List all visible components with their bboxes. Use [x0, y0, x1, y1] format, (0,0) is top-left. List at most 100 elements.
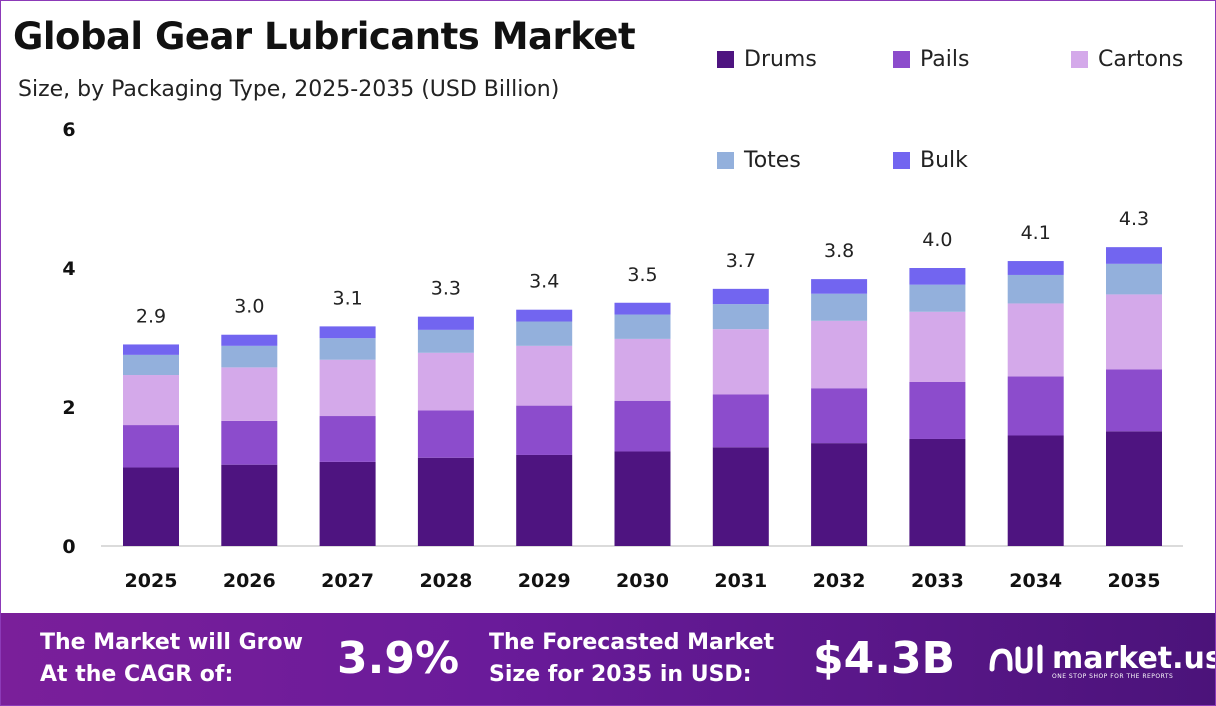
bar-segment-pails — [1106, 369, 1162, 432]
x-tick-label: 2032 — [813, 570, 866, 592]
market-us-logo-icon — [989, 644, 1043, 674]
legend-item-bulk: Bulk — [893, 145, 968, 175]
y-tick-label: 4 — [62, 258, 75, 280]
bar-segment-totes — [319, 338, 376, 360]
bar-segment-bulk — [811, 279, 868, 294]
bar-segment-bulk — [417, 316, 474, 330]
bar-segment-totes — [811, 293, 868, 321]
legend-swatch — [893, 151, 910, 169]
bar-segment-bulk — [516, 309, 573, 322]
bar-segment-drums — [221, 464, 278, 546]
bar-segment-drums — [516, 454, 573, 546]
bar-segment-totes — [221, 345, 278, 368]
bar-segment-totes — [417, 329, 474, 353]
x-tick-label: 2033 — [911, 570, 964, 592]
legend-label: Drums — [744, 46, 817, 72]
legend-swatch — [717, 151, 734, 169]
legend-label: Totes — [744, 147, 801, 173]
bar-segment-cartons — [811, 320, 868, 389]
bar-segment-drums — [123, 467, 179, 546]
legend-swatch — [893, 50, 910, 68]
bar-segment-cartons — [614, 338, 671, 401]
x-tick-label: 2028 — [419, 570, 472, 592]
bar-segment-cartons — [909, 311, 966, 382]
bar-segment-pails — [319, 416, 376, 462]
bar-segment-drums — [1007, 435, 1064, 546]
bar-segment-pails — [614, 400, 671, 452]
x-tick-label: 2025 — [125, 570, 178, 592]
x-tick-label: 2030 — [616, 570, 669, 592]
bar-segment-cartons — [123, 375, 179, 426]
bar-segment-drums — [1106, 431, 1162, 546]
bar-total-label: 3.7 — [726, 250, 756, 272]
bar-total-label: 4.0 — [922, 229, 952, 251]
chart-subtitle: Size, by Packaging Type, 2025-2035 (USD … — [18, 77, 560, 102]
bar-segment-bulk — [909, 268, 966, 285]
bar-total-label: 3.3 — [431, 278, 461, 300]
bar-segment-drums — [712, 447, 769, 546]
bar-total-label: 3.5 — [627, 264, 657, 286]
market-us-logo[interactable]: market.us ONE STOP SHOP FOR THE REPORTS — [988, 639, 1216, 680]
footer-banner: The Market will Grow At the CAGR of: 3.9… — [1, 613, 1216, 705]
bar-total-label: 3.8 — [824, 240, 854, 262]
legend-swatch — [1071, 50, 1088, 68]
logo-tagline: ONE STOP SHOP FOR THE REPORTS — [1052, 673, 1174, 680]
forecast-value: $4.3B — [813, 633, 956, 684]
bar-segment-bulk — [614, 302, 671, 315]
bar-segment-totes — [1007, 274, 1064, 304]
bar-segment-bulk — [1106, 247, 1162, 264]
x-tick-label: 2029 — [518, 570, 571, 592]
bar-total-label: 3.0 — [234, 296, 264, 318]
bar-total-label: 2.9 — [136, 305, 166, 327]
bar-segment-cartons — [516, 345, 573, 406]
bar-segment-totes — [712, 304, 769, 330]
legend-item-cartons: Cartons — [1071, 44, 1183, 74]
legend-item-drums: Drums — [717, 44, 817, 74]
bar-segment-cartons — [1007, 303, 1064, 377]
bar-segment-bulk — [712, 288, 769, 305]
y-tick-label: 2 — [62, 397, 75, 419]
x-tick-label: 2027 — [321, 570, 374, 592]
bar-segment-drums — [909, 438, 966, 546]
bar-segment-totes — [909, 284, 966, 312]
bar-segment-pails — [909, 381, 966, 439]
bar-chart: 0 2 4 6 2.9 2025 3.0 2026 3.1 2027 3.3 2028 3.4 2029 3… — [62, 119, 1183, 592]
legend-label: Cartons — [1098, 46, 1184, 72]
bar-segment-bulk — [1007, 261, 1064, 275]
bar-segment-drums — [319, 461, 376, 546]
bar-segment-totes — [123, 354, 179, 376]
legend-swatch — [717, 50, 734, 68]
bar-segment-totes — [516, 321, 573, 346]
bar-segment-pails — [123, 425, 179, 468]
bar-segment-bulk — [319, 326, 376, 339]
legend-item-pails: Pails — [893, 44, 969, 74]
bar-total-label: 3.1 — [332, 287, 362, 309]
cagr-label: The Market will Grow At the CAGR of: — [40, 630, 303, 687]
bar-segment-totes — [1106, 263, 1162, 295]
y-tick-label: 6 — [62, 119, 75, 141]
logo-name: market.us — [1052, 641, 1216, 676]
bar-segment-bulk — [221, 334, 278, 346]
bar-total-label: 4.3 — [1119, 208, 1149, 230]
bar-segment-pails — [516, 405, 573, 455]
legend-label: Bulk — [920, 147, 968, 173]
bar-segment-pails — [417, 410, 474, 458]
bar-segment-drums — [811, 443, 868, 546]
bar-segment-cartons — [221, 367, 278, 421]
bar-segment-cartons — [417, 352, 474, 411]
bar-segment-cartons — [1106, 294, 1162, 370]
bar-total-label: 3.4 — [529, 271, 559, 293]
forecast-label: The Forecasted Market Size for 2035 in U… — [489, 630, 775, 687]
legend-item-totes: Totes — [717, 145, 801, 175]
bar-segment-pails — [221, 420, 278, 465]
cagr-value: 3.9% — [337, 633, 460, 684]
x-tick-label: 2034 — [1009, 570, 1062, 592]
legend-label: Pails — [920, 46, 970, 72]
bar-segment-bulk — [123, 344, 179, 355]
chart-title: Global Gear Lubricants Market — [13, 15, 636, 58]
x-tick-label: 2031 — [714, 570, 767, 592]
bar-segment-cartons — [319, 359, 376, 417]
x-tick-label: 2035 — [1108, 570, 1161, 592]
bar-segment-drums — [417, 457, 474, 546]
